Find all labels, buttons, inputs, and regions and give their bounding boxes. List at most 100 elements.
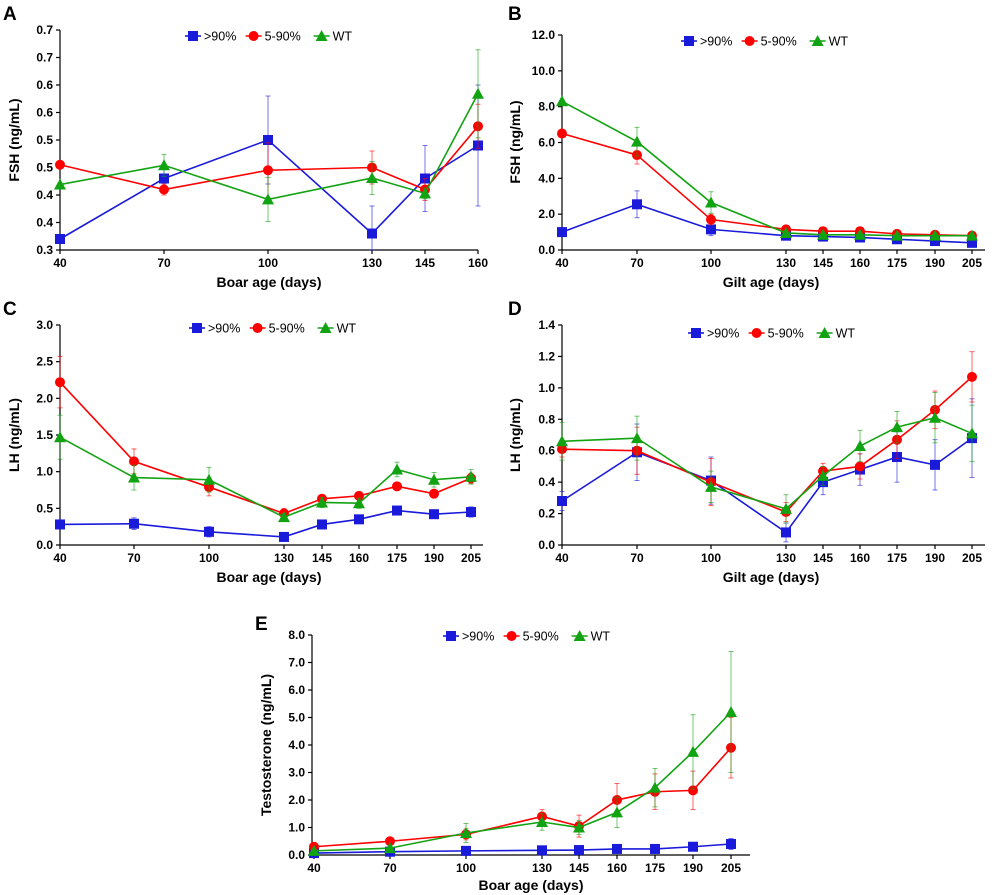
legend-label: >90% <box>462 630 494 644</box>
data-point <box>854 228 866 240</box>
series-p5_90 <box>309 717 736 852</box>
legend-marker <box>573 630 586 641</box>
x-tick-label: 70 <box>630 256 644 270</box>
data-point <box>262 193 274 205</box>
data-point <box>385 836 395 847</box>
y-tick-label: 12.0 <box>532 28 556 42</box>
data-point <box>158 159 170 171</box>
y-tick-label: 3.0 <box>36 318 53 332</box>
y-tick-label: 7.0 <box>288 656 305 670</box>
legend-marker <box>751 328 762 338</box>
data-point <box>353 497 365 509</box>
data-point <box>705 196 717 208</box>
chart-panel-d: D 0.0 0.2 0.4 0.6 0.8 1.0 1.2 1.4 40 70 100 130 145 16… <box>507 299 985 585</box>
y-tick-label: 0.0 <box>538 243 555 257</box>
series-line <box>313 711 732 852</box>
legend-label: WT <box>337 322 357 336</box>
x-tick-label: 100 <box>199 551 219 565</box>
data-point <box>891 421 903 433</box>
legend-label: >90% <box>707 327 739 341</box>
series-gt90 <box>557 398 977 543</box>
x-tick-label: 145 <box>813 551 833 565</box>
data-point <box>930 459 940 470</box>
legend: >90% 5-90% WT <box>443 630 610 644</box>
series-line <box>313 747 732 848</box>
x-tick-label: 40 <box>555 256 569 270</box>
data-point <box>392 481 402 492</box>
data-point <box>688 785 698 796</box>
x-tick-label: 100 <box>701 551 721 565</box>
chart-panel-c: C 0.0 0.5 1.0 1.5 2.0 2.5 3.0 40 70 100 130 145 160 17… <box>3 299 483 585</box>
x-tick-label: 100 <box>701 256 721 270</box>
panel-letter: D <box>508 299 522 320</box>
data-point <box>556 435 568 447</box>
series-line <box>59 509 472 538</box>
data-point <box>54 178 66 190</box>
data-point <box>854 440 866 451</box>
legend-label: >90% <box>204 30 236 44</box>
data-point <box>536 816 548 827</box>
x-tick-label: 145 <box>415 256 435 270</box>
legend-label: 5-90% <box>761 35 797 49</box>
legend-marker <box>319 322 332 333</box>
legend-marker <box>684 36 694 46</box>
data-point <box>392 505 402 516</box>
y-axis-title: Testosterone (ng/mL) <box>258 674 274 816</box>
legend: >90% 5-90% WT <box>189 322 356 336</box>
series-line <box>561 100 972 237</box>
data-point <box>780 502 792 514</box>
x-tick-label: 100 <box>456 861 476 875</box>
y-tick-label: 5.0 <box>288 711 305 725</box>
data-point <box>279 531 289 542</box>
legend-marker <box>252 323 263 333</box>
data-point <box>263 135 273 145</box>
data-point <box>967 371 977 382</box>
legend: >90% 5-90% WT <box>688 327 855 341</box>
y-tick-label: 0.5 <box>36 161 53 175</box>
y-tick-label: 8.0 <box>288 628 305 642</box>
x-tick-label: 130 <box>776 551 796 565</box>
legend-label: >90% <box>700 35 732 49</box>
series-gt90 <box>55 505 476 542</box>
data-point <box>54 431 66 443</box>
y-tick-label: 2.0 <box>538 207 555 221</box>
y-axis-title: LH (ng/mL) <box>6 398 22 472</box>
y-tick-label: 4.0 <box>538 171 555 185</box>
x-tick-label: 70 <box>157 256 171 270</box>
data-point <box>159 184 169 195</box>
y-tick-label: 0.6 <box>36 78 53 92</box>
data-point <box>465 470 477 482</box>
data-point <box>688 841 698 852</box>
x-tick-label: 40 <box>53 551 67 565</box>
data-point <box>55 159 65 170</box>
data-point <box>55 519 65 530</box>
series-p5_90 <box>55 356 476 519</box>
data-point <box>55 234 65 244</box>
legend-marker <box>315 30 328 41</box>
x-tick-label: 40 <box>53 256 67 270</box>
data-point <box>391 463 403 475</box>
legend-label: WT <box>829 35 849 49</box>
panel-letter: A <box>3 4 17 25</box>
series-gt90 <box>557 190 977 248</box>
data-point <box>817 469 829 481</box>
legend-marker <box>811 35 824 46</box>
x-tick-label: 175 <box>887 551 907 565</box>
y-tick-label: 10.0 <box>532 64 556 78</box>
x-tick-label: 190 <box>424 551 444 565</box>
data-point <box>631 432 643 444</box>
data-point <box>966 427 978 439</box>
data-point <box>537 845 547 856</box>
x-tick-label: 205 <box>962 551 982 565</box>
y-tick-label: 0.0 <box>538 538 555 552</box>
x-tick-label: 160 <box>607 861 627 875</box>
legend-label: 5-90% <box>768 327 804 341</box>
x-tick-label: 190 <box>683 861 703 875</box>
data-point <box>203 473 215 485</box>
x-tick-label: 70 <box>630 551 644 565</box>
x-tick-label: 205 <box>721 861 741 875</box>
y-tick-label: 0.8 <box>538 412 555 426</box>
data-point <box>460 827 472 838</box>
data-point <box>129 518 139 529</box>
